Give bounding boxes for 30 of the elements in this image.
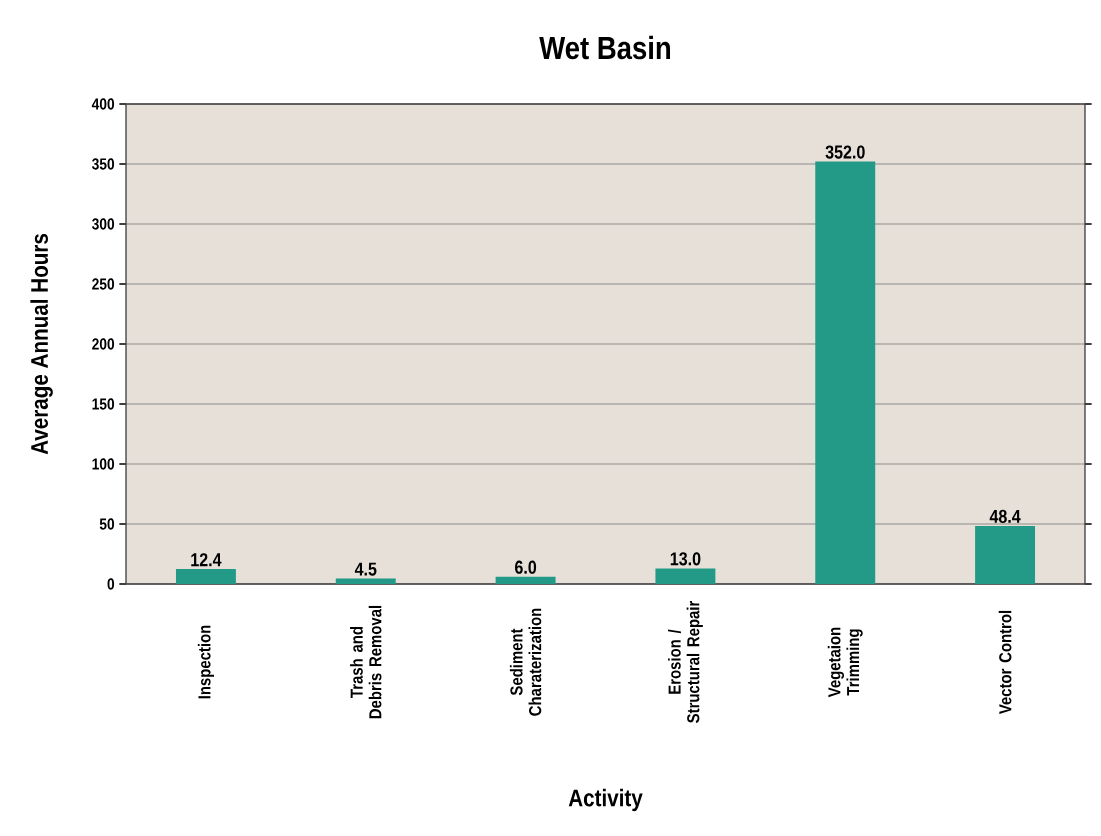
bar [975, 525, 1036, 584]
y-tick-label: 250 [92, 278, 115, 290]
y-tick-label: 100 [92, 458, 115, 470]
chart-title: Wet Basin [539, 35, 671, 60]
data-label: 4.5 [354, 562, 377, 576]
x-tick-label: Trash and Debris Removal [350, 605, 382, 719]
x-tick-label: Vector Control [998, 610, 1012, 715]
bar [335, 578, 396, 584]
y-axis-title: Average Annual Hours [30, 234, 53, 455]
bar [175, 569, 236, 584]
data-label: 13.0 [670, 552, 701, 566]
y-tick-label: 350 [91, 158, 115, 170]
x-tick-label: Sediment Charaterization [509, 608, 542, 716]
y-tick-label: 300 [91, 218, 115, 230]
data-label: 352.0 [825, 145, 865, 159]
bar [495, 576, 556, 584]
data-label: 48.4 [989, 509, 1021, 523]
data-label: 12.4 [191, 553, 222, 567]
data-label: 6.0 [515, 560, 537, 574]
bar [655, 568, 716, 584]
y-tick-label: 50 [99, 518, 115, 530]
bar [815, 161, 876, 584]
y-tick-label: 0 [107, 578, 115, 590]
y-tick-label: 150 [92, 398, 115, 410]
y-tick-label: 400 [91, 98, 115, 110]
x-axis-title: Activity [568, 788, 643, 812]
x-tick-label: Inspection [197, 625, 214, 699]
x-tick-label: Vegetaion Trimming [827, 627, 863, 698]
x-tick-label: Erosion / Structural Repair [668, 600, 703, 723]
y-tick-label: 200 [92, 338, 115, 350]
